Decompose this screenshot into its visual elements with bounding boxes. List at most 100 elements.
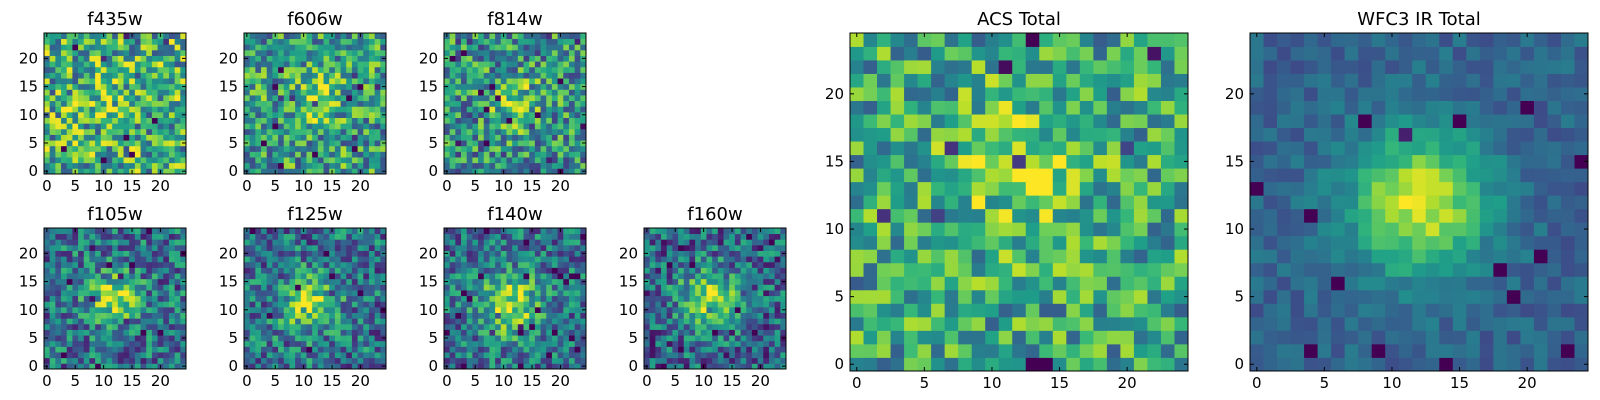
heatmap-cell bbox=[551, 162, 558, 169]
heatmap-cell bbox=[249, 312, 256, 319]
heatmap-cell bbox=[278, 140, 285, 147]
heatmap-cell bbox=[49, 250, 56, 257]
heatmap-cell bbox=[529, 340, 536, 347]
heatmap-cell bbox=[66, 346, 73, 353]
heatmap-cell bbox=[55, 168, 62, 175]
heatmap-cell bbox=[890, 343, 905, 358]
heatmap-cell bbox=[695, 273, 702, 280]
heatmap-cell bbox=[83, 151, 90, 158]
heatmap-cell bbox=[380, 233, 387, 240]
heatmap-cell bbox=[89, 352, 96, 359]
heatmap-cell bbox=[644, 323, 651, 330]
heatmap-cell bbox=[312, 318, 319, 325]
heatmap-cell bbox=[112, 318, 119, 325]
heatmap-cell bbox=[244, 244, 251, 251]
heatmap-cell bbox=[644, 340, 651, 347]
heatmap-cell bbox=[444, 66, 451, 73]
heatmap-cell bbox=[506, 318, 513, 325]
heatmap-cell bbox=[61, 335, 68, 342]
heatmap-cell bbox=[180, 66, 187, 73]
heatmap-cell bbox=[83, 278, 90, 285]
heatmap-cell bbox=[157, 162, 164, 169]
heatmap-cell bbox=[329, 55, 336, 62]
heatmap-cell bbox=[106, 100, 113, 107]
heatmap-cell bbox=[346, 295, 353, 302]
heatmap-cell bbox=[289, 49, 296, 56]
heatmap-cell bbox=[278, 72, 285, 79]
heatmap-cell bbox=[971, 208, 986, 223]
heatmap-cell bbox=[455, 233, 462, 240]
heatmap-cell bbox=[478, 38, 485, 45]
heatmap-cell bbox=[300, 250, 307, 257]
heatmap-cell bbox=[689, 256, 696, 263]
heatmap-cell bbox=[723, 295, 730, 302]
heatmap-cell bbox=[580, 72, 587, 79]
heatmap-cell bbox=[850, 303, 864, 318]
panel-title: f105w bbox=[87, 204, 142, 225]
heatmap-cell bbox=[363, 261, 370, 268]
heatmap-cell bbox=[83, 318, 90, 325]
heatmap-cell bbox=[255, 140, 262, 147]
heatmap-cell bbox=[763, 301, 770, 308]
heatmap-cell bbox=[557, 55, 564, 62]
heatmap-cell bbox=[129, 78, 136, 85]
heatmap-cell bbox=[44, 340, 51, 347]
heatmap-cell bbox=[180, 117, 187, 124]
heatmap-cell bbox=[495, 335, 502, 342]
heatmap-cell bbox=[478, 346, 485, 353]
heatmap-cell bbox=[489, 318, 496, 325]
heatmap-cell bbox=[461, 100, 468, 107]
heatmap-cell bbox=[134, 145, 141, 152]
heatmap-cell bbox=[163, 329, 170, 336]
heatmap-cell bbox=[483, 239, 490, 246]
heatmap-cell bbox=[661, 346, 668, 353]
heatmap-cell bbox=[551, 44, 558, 51]
heatmap-cell bbox=[751, 244, 758, 251]
heatmap-cell bbox=[534, 290, 541, 297]
heatmap-cell bbox=[706, 329, 713, 336]
heatmap-cell bbox=[100, 250, 107, 257]
heatmap-cell bbox=[374, 61, 381, 68]
heatmap-cell bbox=[734, 301, 741, 308]
heatmap-cell bbox=[334, 312, 341, 319]
heatmap-cell bbox=[83, 335, 90, 342]
heatmap-cell bbox=[272, 72, 279, 79]
heatmap-cell bbox=[529, 318, 536, 325]
heatmap-cell bbox=[289, 106, 296, 113]
heatmap-cell bbox=[763, 335, 770, 342]
heatmap-cell bbox=[717, 228, 724, 235]
heatmap-cell bbox=[334, 44, 341, 51]
heatmap-cell bbox=[500, 128, 507, 135]
heatmap-cell bbox=[157, 151, 164, 158]
heatmap-cell bbox=[249, 44, 256, 51]
heatmap-cell bbox=[295, 123, 302, 130]
heatmap-cell bbox=[678, 352, 685, 359]
heatmap-cell bbox=[255, 284, 262, 291]
heatmap-cell bbox=[678, 256, 685, 263]
heatmap-cell bbox=[146, 239, 153, 246]
heatmap-cell bbox=[661, 278, 668, 285]
heatmap-cell bbox=[334, 33, 341, 40]
heatmap-cell bbox=[580, 95, 587, 102]
heatmap-cell bbox=[489, 267, 496, 274]
heatmap-cell bbox=[534, 123, 541, 130]
heatmap-cell bbox=[306, 239, 313, 246]
heatmap-cell bbox=[357, 157, 364, 164]
heatmap-cell bbox=[529, 290, 536, 297]
heatmap-cell bbox=[1052, 249, 1067, 264]
heatmap-cell bbox=[340, 318, 347, 325]
heatmap-cell bbox=[563, 306, 570, 313]
heatmap-cell bbox=[249, 89, 256, 96]
heatmap-cell bbox=[134, 239, 141, 246]
heatmap-cell bbox=[489, 157, 496, 164]
heatmap-cell bbox=[461, 78, 468, 85]
heatmap-cell bbox=[580, 44, 587, 51]
heatmap-cell bbox=[357, 95, 364, 102]
heatmap-cell bbox=[678, 233, 685, 240]
heatmap-cell bbox=[455, 256, 462, 263]
heatmap-cell bbox=[850, 316, 864, 331]
heatmap-cell bbox=[78, 250, 85, 257]
heatmap-cell bbox=[649, 244, 656, 251]
heatmap-cell bbox=[672, 340, 679, 347]
